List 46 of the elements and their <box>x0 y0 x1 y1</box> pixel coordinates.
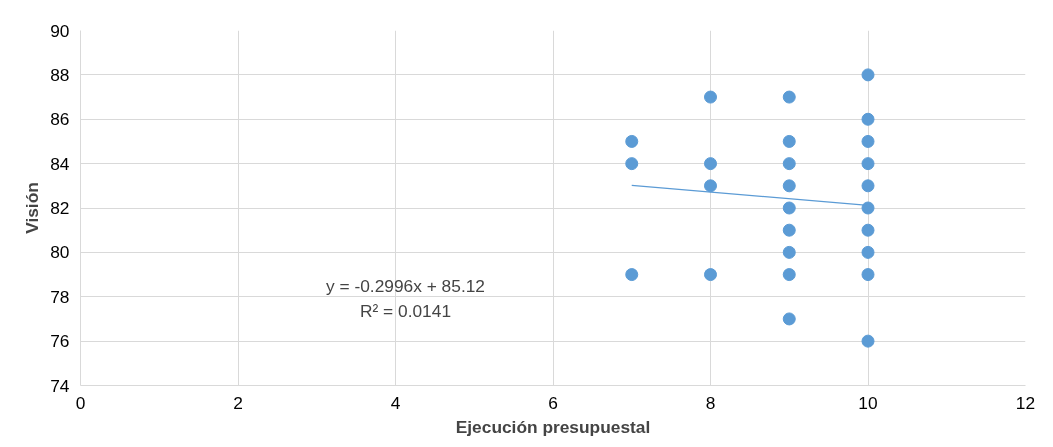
point <box>782 134 796 148</box>
x-tick-label: 10 <box>858 392 878 413</box>
x-tick-label: 4 <box>390 392 401 413</box>
point <box>782 179 796 193</box>
point <box>782 157 796 171</box>
x-tick-label: 12 <box>1015 392 1036 413</box>
y-tick-label: 80 <box>50 242 70 263</box>
point <box>625 134 639 148</box>
annotation: y = -0.2996x + 85.12 <box>326 275 485 296</box>
point <box>861 201 875 215</box>
point <box>704 157 717 171</box>
point <box>782 201 796 215</box>
x-axis-title: Ejecución presupuestal <box>455 416 651 437</box>
y-tick-label: 88 <box>50 64 70 85</box>
point <box>861 334 875 348</box>
y-tick-label: 82 <box>50 198 70 218</box>
point <box>625 268 639 282</box>
point <box>782 223 796 237</box>
point <box>782 245 796 259</box>
point <box>861 112 875 126</box>
point <box>861 68 875 82</box>
x-tick-label: 0 <box>75 392 86 413</box>
point <box>861 179 875 193</box>
point <box>782 268 796 282</box>
point <box>861 268 875 282</box>
y-tick-label: 74 <box>50 375 70 396</box>
x-tick-label: 8 <box>705 392 716 413</box>
point <box>861 134 875 148</box>
y-tick-label: 78 <box>50 286 70 307</box>
y-tick-label: 86 <box>50 109 70 130</box>
annotation: R² = 0.0141 <box>359 300 452 321</box>
point <box>704 179 717 193</box>
point <box>782 90 796 104</box>
y-tick-label: 90 <box>50 20 70 41</box>
point <box>861 245 875 259</box>
point <box>704 268 717 282</box>
y-axis-title: Visión <box>22 182 43 234</box>
x-tick-label: 2 <box>233 392 243 413</box>
point <box>625 157 639 171</box>
point <box>861 223 875 237</box>
y-tick-label: 76 <box>50 331 70 352</box>
point <box>704 90 717 104</box>
point <box>782 312 796 326</box>
x-tick-label: 6 <box>548 392 558 413</box>
point <box>861 157 875 171</box>
y-tick-label: 84 <box>50 153 70 174</box>
